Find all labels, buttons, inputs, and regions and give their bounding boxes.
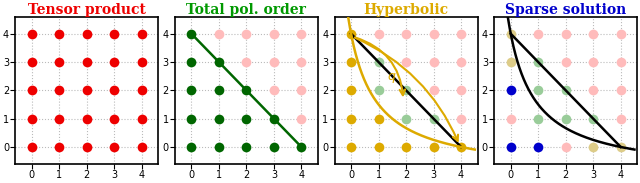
Title: Total pol. order: Total pol. order	[186, 3, 307, 17]
Text: $q$: $q$	[387, 72, 396, 85]
Title: Hyperbolic: Hyperbolic	[364, 3, 449, 17]
Title: Sparse solution: Sparse solution	[505, 3, 627, 17]
Title: Tensor product: Tensor product	[28, 3, 146, 17]
